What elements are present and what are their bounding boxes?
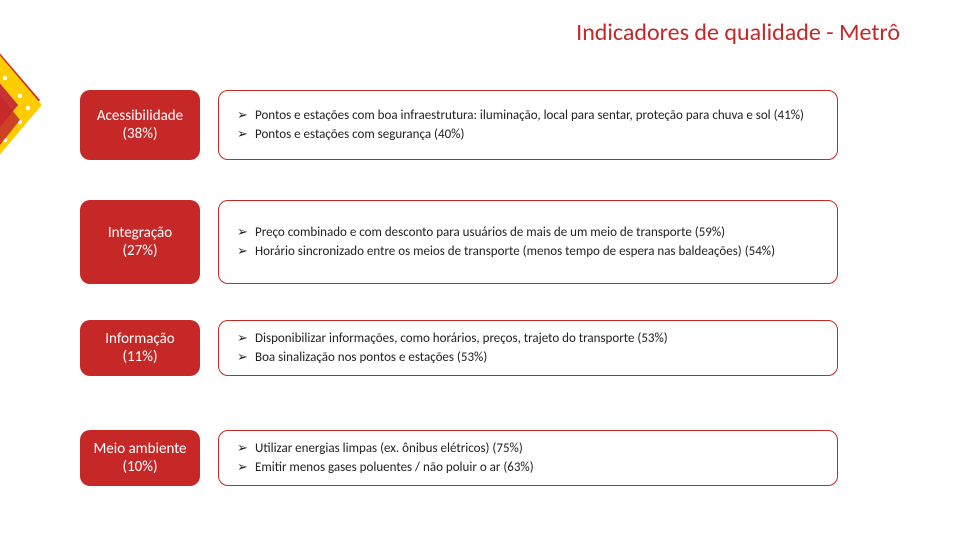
bullet-item: Horário sincronizado entre os meios de t… (237, 243, 823, 261)
bullet-item: Boa sinalização nos pontos e estações (5… (237, 349, 823, 367)
bullet-item: Pontos e estações com boa infraestrutura… (237, 107, 823, 125)
section-name: Acessibilidade (97, 107, 183, 125)
section-name: Meio ambiente (93, 440, 186, 458)
bullet-item: Utilizar energias limpas (ex. ônibus elé… (237, 440, 823, 458)
bullet-item: Preço combinado e com desconto para usuá… (237, 224, 823, 242)
page-title: Indicadores de qualidade - Metrô (576, 18, 900, 47)
section-row: Acessibilidade (38%) Pontos e estações c… (80, 90, 838, 160)
section-pct: (27%) (122, 242, 157, 260)
section-bullets: Utilizar energias limpas (ex. ônibus elé… (218, 430, 838, 486)
section-pct: (11%) (122, 348, 157, 366)
section-pct: (10%) (122, 458, 157, 476)
section-row: Meio ambiente (10%) Utilizar energias li… (80, 430, 838, 486)
section-bullets: Pontos e estações com boa infraestrutura… (218, 90, 838, 160)
section-pct: (38%) (122, 125, 157, 143)
bullet-item: Emitir menos gases poluentes / não polui… (237, 459, 823, 477)
section-label-informacao: Informação (11%) (80, 320, 200, 376)
section-name: Informação (105, 330, 174, 348)
bullet-item: Disponibilizar informações, como horário… (237, 330, 823, 348)
section-row: Integração (27%) Preço combinado e com d… (80, 200, 838, 284)
section-name: Integração (108, 224, 172, 242)
section-label-integracao: Integração (27%) (80, 200, 200, 284)
section-label-acessibilidade: Acessibilidade (38%) (80, 90, 200, 160)
bullet-item: Pontos e estações com segurança (40%) (237, 126, 823, 144)
section-bullets: Disponibilizar informações, como horário… (218, 320, 838, 376)
section-bullets: Preço combinado e com desconto para usuá… (218, 200, 838, 284)
section-row: Informação (11%) Disponibilizar informaç… (80, 320, 838, 376)
section-label-meio-ambiente: Meio ambiente (10%) (80, 430, 200, 486)
